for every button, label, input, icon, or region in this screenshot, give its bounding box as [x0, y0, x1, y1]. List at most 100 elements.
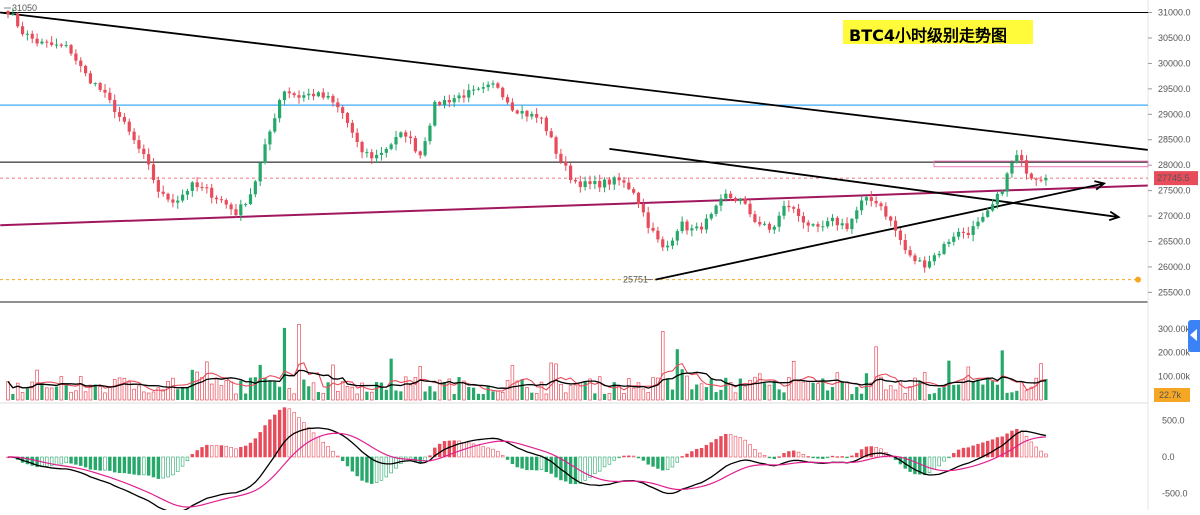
volume-bar	[355, 393, 359, 401]
macd-bar	[476, 445, 481, 458]
volume-bar	[413, 377, 418, 401]
macd-bar	[593, 456, 597, 474]
volume-bar	[418, 366, 423, 401]
macd-bar	[510, 456, 515, 465]
volume-bar	[554, 363, 558, 401]
macd-bar	[816, 456, 820, 459]
macd-bar	[273, 414, 277, 458]
current-price-tag-label: 27745.5	[1157, 173, 1190, 183]
candle-body	[796, 208, 801, 217]
macd-bar	[791, 450, 796, 458]
macd-bar	[486, 447, 490, 458]
macd-bar	[79, 456, 83, 466]
macd-bar	[961, 447, 966, 458]
macd-bar	[190, 454, 194, 458]
volume-bar	[185, 386, 190, 400]
volume-bar	[724, 377, 728, 400]
volume-bar	[563, 392, 568, 401]
volume-bar	[957, 384, 961, 400]
volume-bars-group	[6, 324, 1048, 401]
candle-body	[1024, 160, 1029, 174]
volume-bar	[428, 386, 432, 400]
volume-bar	[403, 376, 408, 401]
candle-body	[976, 221, 980, 227]
candle-body	[307, 93, 311, 96]
candle-body	[986, 210, 990, 217]
price-tick-label: 26000.0	[1158, 262, 1191, 272]
volume-bar	[568, 385, 573, 401]
macd-bar	[782, 453, 786, 458]
candle-body	[733, 198, 738, 202]
volume-bar	[680, 369, 684, 400]
macd-bar	[801, 454, 806, 458]
volume-ma-long	[7, 369, 1046, 390]
candle-body	[486, 84, 490, 88]
macd-bar	[132, 456, 136, 475]
candle-body	[990, 204, 995, 211]
candle-body	[627, 182, 631, 190]
candle-body	[25, 33, 29, 35]
volume-bar	[11, 393, 15, 400]
macd-bar	[336, 455, 340, 458]
macd-bar	[282, 407, 287, 458]
candle-body	[1020, 155, 1024, 161]
candle-body	[675, 231, 679, 241]
volume-bar	[297, 324, 301, 401]
candle-body	[767, 223, 772, 230]
chevron-left-icon[interactable]	[1190, 329, 1197, 341]
volume-bar	[646, 392, 650, 401]
candle-body	[801, 216, 805, 223]
macd-bar	[185, 456, 190, 462]
macd-bar	[122, 456, 127, 474]
candle-body	[234, 209, 238, 216]
macd-bar	[161, 456, 165, 479]
candle-body	[326, 95, 330, 98]
candle-body	[622, 180, 626, 183]
volume-bar	[437, 379, 442, 401]
candle-body	[636, 192, 641, 204]
candle-body	[375, 154, 379, 159]
volume-bar	[350, 386, 355, 401]
macd-bar	[345, 456, 350, 467]
candle-body	[656, 230, 660, 240]
macd-bar	[864, 446, 869, 458]
volume-bar	[738, 378, 742, 400]
volume-bar	[423, 391, 427, 400]
macd-bar	[234, 448, 238, 458]
macd-bar	[287, 408, 291, 458]
macd-bar	[277, 409, 282, 458]
volume-bar	[205, 361, 209, 401]
macd-bar	[93, 456, 98, 470]
volume-bar	[30, 381, 35, 401]
macd-bar	[156, 456, 161, 479]
volume-bar	[510, 365, 515, 401]
volume-bar	[583, 381, 587, 400]
candle-body	[641, 203, 645, 213]
volume-bar	[132, 388, 136, 401]
volume-bar	[530, 392, 534, 400]
volume-bar	[117, 377, 122, 401]
volume-bar	[942, 385, 946, 400]
ascending-support-line	[655, 182, 1105, 281]
macd-bar	[374, 456, 379, 483]
candle-body	[995, 193, 999, 205]
volume-bar	[976, 379, 980, 400]
candle-body	[932, 255, 936, 262]
volume-bar	[612, 382, 616, 400]
price-tick-label: 29500.0	[1158, 84, 1191, 94]
candle-body	[142, 148, 146, 155]
candle-body	[413, 138, 417, 152]
volume-bar	[515, 380, 519, 401]
candle-body	[714, 205, 718, 214]
candle-body	[365, 152, 369, 154]
macd-bar	[210, 445, 214, 458]
volume-bar	[336, 390, 340, 401]
volume-bar	[830, 386, 835, 400]
volume-bar	[248, 377, 253, 400]
macd-bar	[835, 456, 840, 458]
candle-body	[753, 214, 757, 222]
volume-bar	[534, 393, 539, 401]
volume-tag	[1154, 388, 1190, 402]
candle-body	[559, 153, 563, 162]
macd-bar	[428, 455, 432, 458]
